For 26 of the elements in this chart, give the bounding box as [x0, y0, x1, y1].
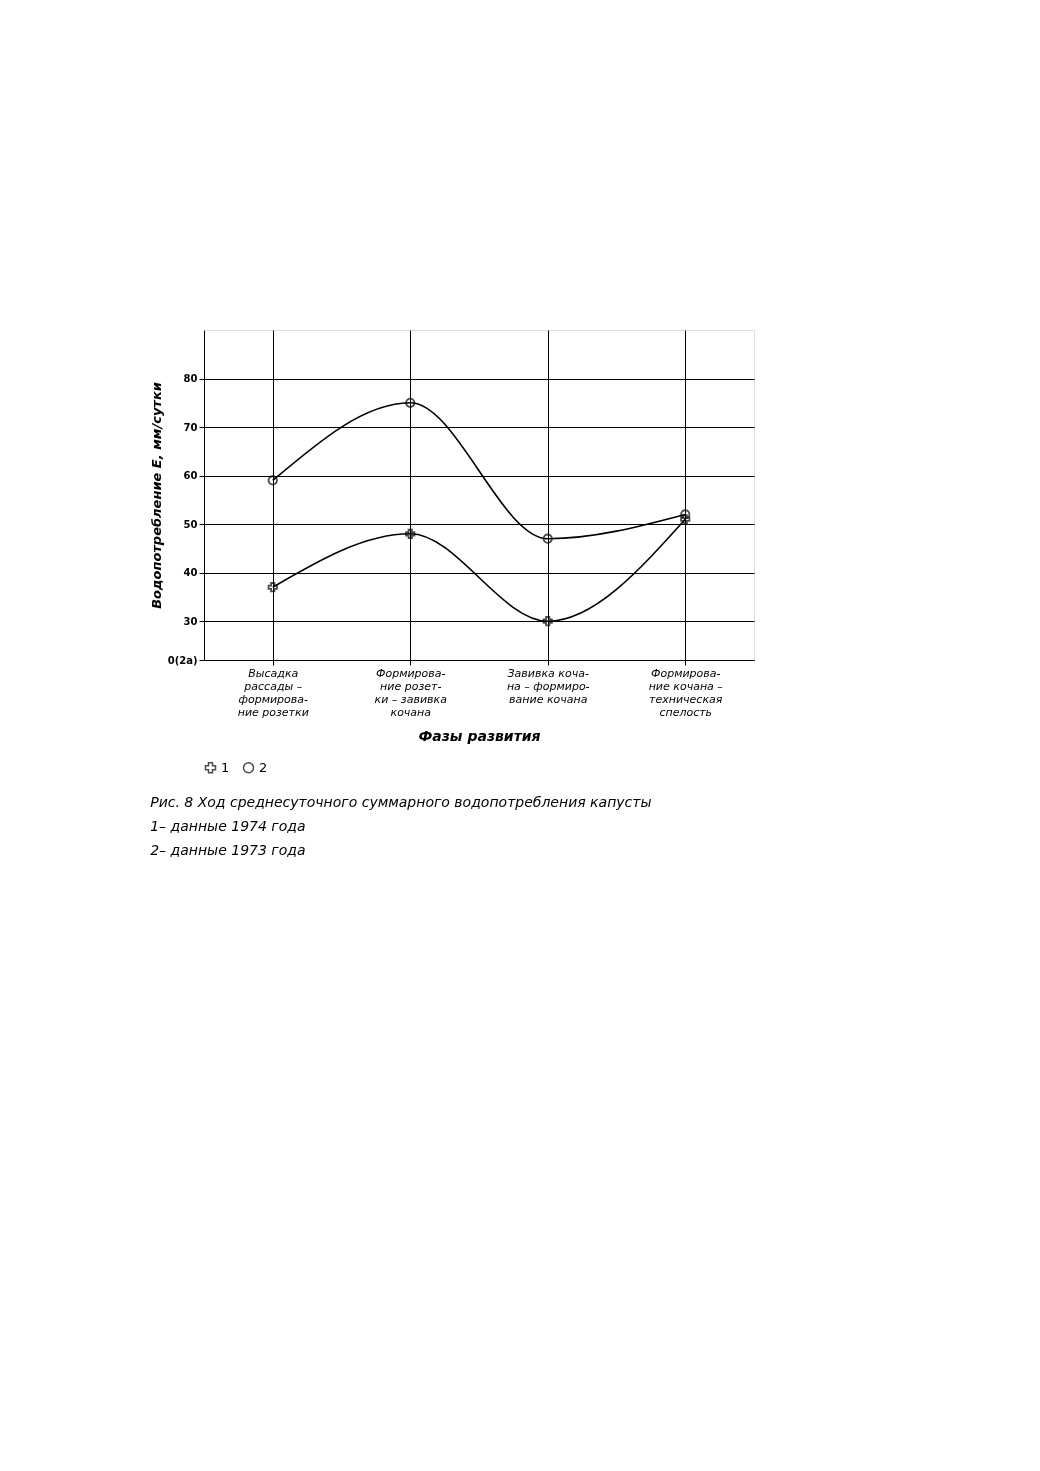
x-tick-label: Высадка рассады – формирова- ние розетки [237, 666, 309, 719]
y-tick-label: 70 [183, 421, 198, 433]
legend-label: 1 [221, 759, 230, 775]
text: 2– данные 1973 года [150, 842, 306, 858]
x-axis-title: Фазы развития [418, 727, 541, 744]
y-tick-label: 40 [183, 567, 198, 579]
point [405, 397, 416, 408]
x-tick-label: Формирова- ние кочана – техническая спелость [648, 666, 724, 719]
point [267, 582, 278, 593]
y-tick-label: 30 [183, 615, 198, 627]
text: 1– данные 1974 года [150, 818, 306, 834]
y-axis-title: Водопотребление E, мм/сутки [148, 382, 164, 609]
point [267, 475, 278, 486]
x-tick-label: Завивка коча- на – формиро- вание кочана [506, 666, 590, 706]
point [680, 514, 691, 525]
y-tick-label: 50 [183, 518, 198, 530]
legend-label: 2 [259, 759, 268, 775]
x-tick-label: Формирова- ние розет- ки – завивка кочана [374, 666, 448, 719]
y-tick-label: 80 [183, 373, 198, 385]
point [405, 528, 416, 539]
point [542, 533, 553, 544]
y-tick-label: 0(2а) [167, 654, 198, 666]
point [542, 616, 553, 627]
text: Рис. 8 Ход среднесуточного суммарного водопотребления капусты [150, 794, 652, 810]
point [680, 509, 691, 520]
y-tick-label: 60 [183, 470, 198, 482]
